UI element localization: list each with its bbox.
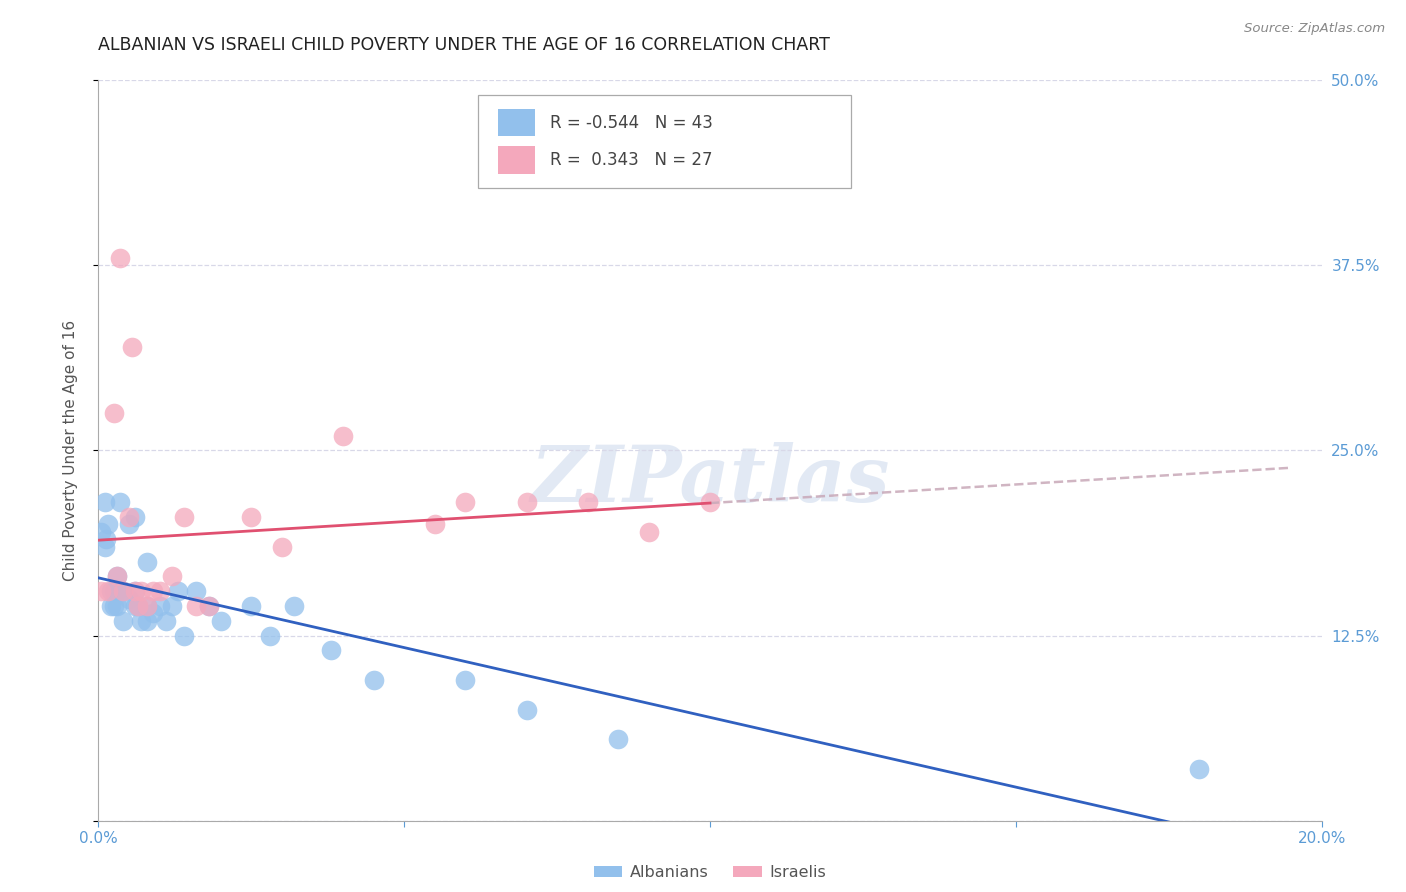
Point [637, 524, 661, 539]
Point [516, 703, 538, 717]
Point [142, 607, 165, 621]
Point [209, 614, 232, 628]
Text: ZIPatlas: ZIPatlas [530, 442, 890, 518]
Y-axis label: Child Poverty Under the Age of 16: Child Poverty Under the Age of 16 [63, 320, 77, 581]
Point [108, 495, 131, 509]
Point [149, 599, 172, 613]
Point [90, 524, 112, 539]
Point [90, 584, 112, 599]
Point [1188, 762, 1211, 776]
Text: R = -0.544   N = 43: R = -0.544 N = 43 [550, 113, 713, 132]
Point [124, 584, 146, 599]
Point [160, 569, 183, 583]
Point [118, 510, 141, 524]
Point [103, 599, 125, 613]
Point [100, 584, 122, 599]
Point [516, 495, 538, 509]
Point [127, 599, 149, 613]
Point [173, 629, 195, 643]
Point [319, 643, 342, 657]
Point [270, 540, 292, 554]
Point [136, 599, 159, 613]
Point [93, 540, 115, 554]
Point [118, 591, 141, 606]
Text: R =  0.343   N = 27: R = 0.343 N = 27 [550, 151, 713, 169]
Point [160, 599, 183, 613]
Text: Source: ZipAtlas.com: Source: ZipAtlas.com [1244, 22, 1385, 36]
Point [136, 599, 159, 613]
Point [124, 584, 146, 599]
Bar [498, 146, 536, 174]
Text: ALBANIAN VS ISRAELI CHILD POVERTY UNDER THE AGE OF 16 CORRELATION CHART: ALBANIAN VS ISRAELI CHILD POVERTY UNDER … [98, 36, 831, 54]
Point [105, 584, 128, 599]
Point [129, 614, 152, 628]
Point [105, 599, 128, 613]
Legend: Albanians, Israelis: Albanians, Israelis [588, 859, 832, 887]
Point [149, 584, 172, 599]
Point [105, 569, 128, 583]
Point [136, 555, 159, 569]
Point [142, 584, 165, 599]
Point [173, 510, 195, 524]
Point [240, 599, 263, 613]
Point [111, 614, 134, 628]
Point [259, 629, 281, 643]
Point [124, 510, 146, 524]
Point [111, 584, 134, 599]
Point [111, 584, 134, 599]
Point [454, 673, 477, 687]
Point [108, 251, 131, 265]
Point [699, 495, 721, 509]
Point [186, 584, 208, 599]
Point [121, 340, 143, 354]
Point [97, 517, 120, 532]
Point [240, 510, 263, 524]
Point [332, 428, 354, 442]
Point [197, 599, 219, 613]
FancyBboxPatch shape [478, 95, 851, 187]
Point [103, 584, 125, 599]
Point [103, 407, 125, 421]
Point [186, 599, 208, 613]
Point [607, 732, 630, 747]
Point [97, 584, 120, 599]
Point [105, 569, 128, 583]
Point [283, 599, 305, 613]
Point [136, 614, 159, 628]
Point [167, 584, 190, 599]
Point [155, 614, 177, 628]
Point [197, 599, 219, 613]
Point [454, 495, 477, 509]
Point [94, 533, 117, 547]
Point [423, 517, 446, 532]
Point [129, 584, 152, 599]
Point [363, 673, 385, 687]
Point [93, 495, 115, 509]
Bar [498, 109, 536, 136]
Point [118, 517, 141, 532]
Point [124, 599, 146, 613]
Point [100, 599, 122, 613]
Point [576, 495, 599, 509]
Point [127, 599, 149, 613]
